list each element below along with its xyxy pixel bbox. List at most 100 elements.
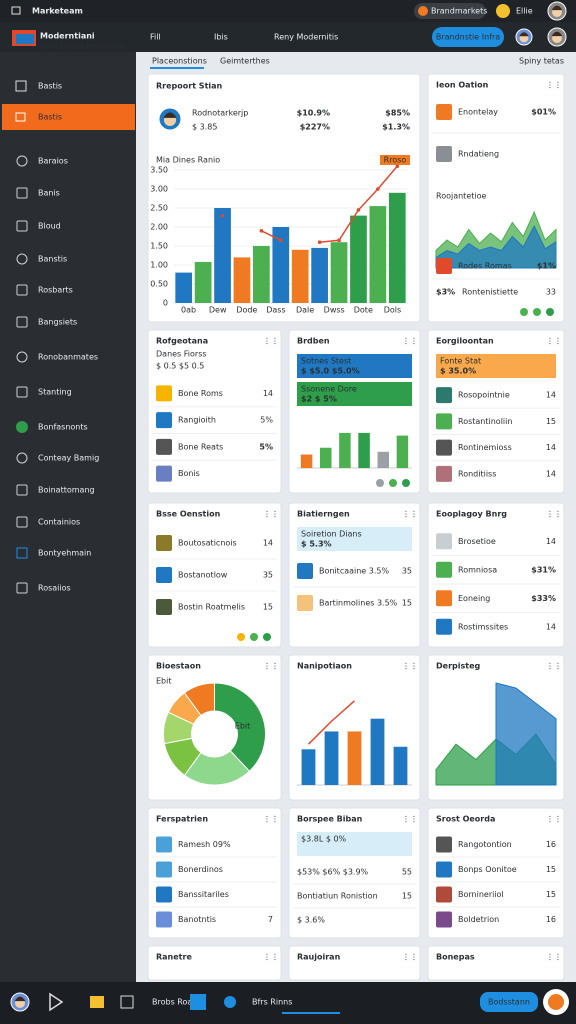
row-pre: $3% <box>436 288 455 297</box>
sidebar-item: Baraios <box>38 157 68 166</box>
card-title: Bonepas <box>436 953 475 962</box>
card <box>147 945 282 981</box>
bar <box>194 261 212 303</box>
sidebar-hit[interactable] <box>2 148 135 174</box>
bar <box>324 731 339 785</box>
card-menu: ⋮⋮ <box>546 953 562 962</box>
card-title: Ferspatrien <box>156 815 208 824</box>
card-menu: ⋮⋮ <box>546 81 562 90</box>
badge-icon <box>418 6 428 16</box>
row-label: Rosopointnie <box>458 391 510 400</box>
chart-label: Ebit <box>156 677 172 686</box>
bar <box>388 192 406 303</box>
task-button-label: Bodsstann <box>488 998 530 1007</box>
dot <box>376 479 384 487</box>
card-title: Srost Oeorda <box>436 815 495 824</box>
sidebar-hit[interactable] <box>2 246 135 272</box>
row-icon <box>436 590 452 607</box>
avatar-hair <box>551 31 563 37</box>
card-title: Bsse Oenstion <box>156 510 221 519</box>
row-icon <box>156 412 172 429</box>
dot <box>520 308 528 316</box>
card <box>427 945 565 981</box>
card-title: Nanipotiaon <box>297 662 352 671</box>
sidebar-hit[interactable] <box>2 213 135 239</box>
area <box>435 224 557 269</box>
card-menu: ⋮⋮ <box>402 662 418 671</box>
row-value: 14 <box>546 622 556 631</box>
line-point <box>220 213 225 218</box>
sidebar-icon <box>16 582 28 594</box>
row-icon <box>156 385 172 402</box>
lead-sub: $ 0.5 $5 0.5 <box>156 362 204 371</box>
x-tick-label: Dass <box>266 306 285 315</box>
card-menu: ⋮⋮ <box>402 953 418 962</box>
row-label: Rostantinoliin <box>458 417 512 426</box>
tabs-right: Spiny tetas <box>519 57 564 66</box>
row-icon <box>156 438 172 455</box>
sidebar-active-icon <box>15 112 26 122</box>
y-tick-label: 2.50 <box>150 204 168 213</box>
sidebar-hit[interactable] <box>2 180 135 206</box>
row-value: $33% <box>531 594 556 603</box>
sidebar-icon <box>16 316 28 328</box>
row-icon <box>156 567 172 583</box>
row-label: Ramesh 09% <box>178 840 231 849</box>
row-label: Ronditiiss <box>458 469 496 478</box>
row-label: Rndatieng <box>458 150 499 159</box>
row-label: Bonps Oonitoe <box>458 865 517 874</box>
dot <box>533 308 541 316</box>
card-menu: ⋮⋮ <box>402 815 418 824</box>
card-title: Eooplagoy Bnrg <box>436 510 507 519</box>
line-point <box>395 164 400 168</box>
row-value: 14 <box>546 443 556 452</box>
sidebar-active-label: Bastis <box>38 113 62 122</box>
task-icon <box>190 994 206 1010</box>
nav-button[interactable] <box>432 27 504 47</box>
row-label: Bostin Roatmelis <box>178 603 245 612</box>
brand-name: Moderntiani <box>40 32 95 41</box>
row-icon <box>436 439 452 456</box>
stat: $85% <box>385 109 410 118</box>
row-icon <box>297 595 313 611</box>
dot <box>250 633 258 641</box>
row-value: $01% <box>531 108 556 117</box>
row-icon <box>436 387 452 404</box>
card-menu: ⋮⋮ <box>263 815 279 824</box>
task-button[interactable] <box>480 992 538 1012</box>
y-tick-label: 0.50 <box>150 280 168 289</box>
app-name: Marketeam <box>32 7 83 16</box>
banner-text: Sotnes Stest <box>301 357 351 366</box>
row-icon <box>436 104 452 120</box>
row-icon <box>436 561 452 578</box>
card <box>427 807 565 939</box>
card-title: Ieon Oation <box>436 81 489 90</box>
x-tick-label: Dew <box>209 306 227 315</box>
line-point <box>356 208 361 212</box>
profile-sub: $ 3.85 <box>192 123 217 132</box>
row-value: 14 <box>546 469 556 478</box>
sidebar-icon <box>16 452 28 464</box>
chart-badge <box>380 155 410 165</box>
row-label: Rostimssites <box>458 622 508 631</box>
row-label: Bostanotlow <box>178 571 228 580</box>
card-menu: ⋮⋮ <box>546 662 562 671</box>
user-name: Ellie <box>516 7 533 16</box>
row-label: $ 3.6% <box>297 916 325 925</box>
chart-subtitle: Mia Dines Ranio <box>156 156 220 165</box>
row-label: Boldetrion <box>458 915 499 924</box>
badge-pill[interactable] <box>414 3 486 19</box>
sidebar-active[interactable] <box>2 104 135 130</box>
card-menu: ⋮⋮ <box>402 510 418 519</box>
row-label: $53% $6% $3.9% <box>297 868 369 877</box>
row-icon <box>436 413 452 430</box>
row-value: 14 <box>546 391 556 400</box>
bar <box>369 206 387 303</box>
card-menu: ⋮⋮ <box>263 337 279 346</box>
row-value: 55 <box>402 868 412 877</box>
sidebar-icon <box>16 284 28 296</box>
row-value: 15 <box>546 890 556 899</box>
row-icon <box>436 911 452 928</box>
x-tick-label: Dote <box>354 306 373 315</box>
